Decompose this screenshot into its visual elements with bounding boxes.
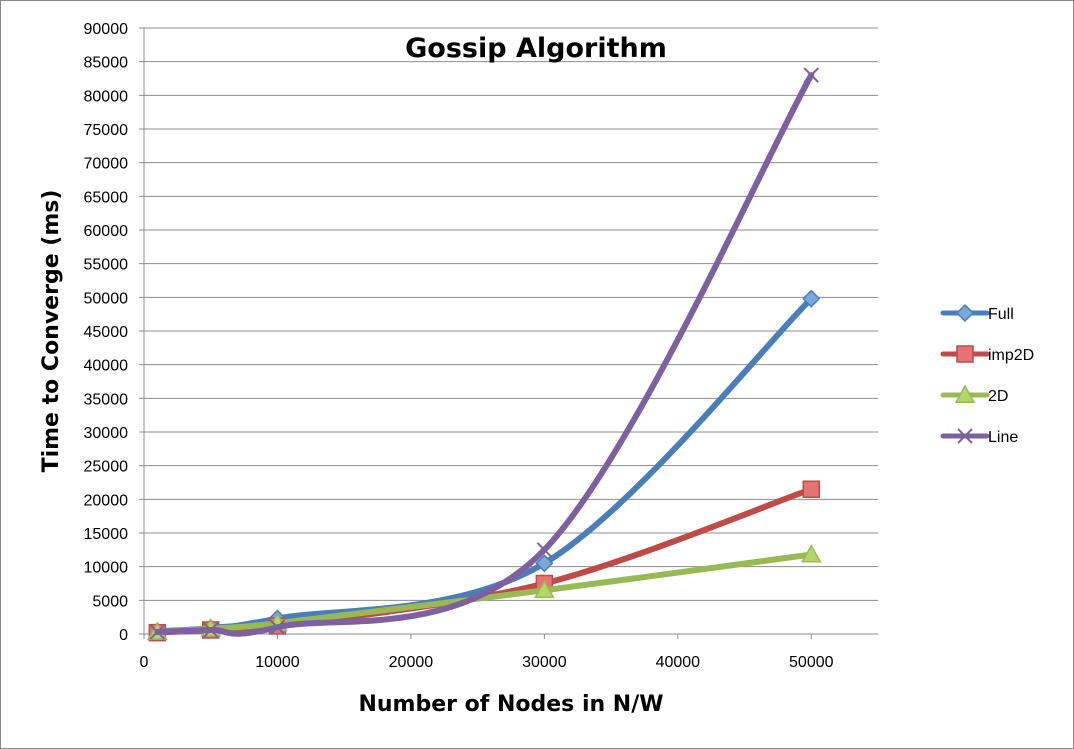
chart-title: Gossip Algorithm — [405, 33, 667, 64]
x-tick-label: 0 — [140, 654, 149, 671]
legend-marker — [954, 384, 976, 403]
legend-label: 2D — [988, 388, 1008, 405]
grid-lines — [144, 27, 878, 601]
y-tick-label: 40000 — [84, 358, 129, 375]
legend-item-full: Full — [940, 303, 1014, 323]
y-tick-label: 20000 — [84, 492, 129, 509]
series-line-imp2d — [154, 486, 815, 636]
y-tick-label: 15000 — [84, 526, 129, 543]
data-point-line — [203, 622, 219, 638]
x-axis-title: Number of Nodes in N/W — [358, 692, 663, 717]
y-tick-label: 65000 — [84, 189, 129, 206]
series-full — [148, 289, 821, 641]
series-imp2d — [148, 480, 821, 642]
y-tick-label: 10000 — [84, 560, 129, 577]
legend: Full imp2D 2D Line — [940, 303, 1034, 446]
y-tick-label: 55000 — [84, 257, 129, 274]
data-point-full — [802, 289, 821, 308]
y-tick-label: 90000 — [84, 21, 129, 38]
legend-label: imp2D — [988, 347, 1034, 364]
series-line-line — [154, 72, 815, 637]
data-point-imp2d — [802, 480, 821, 498]
y-axis-title: Time to Converge (ms) — [39, 190, 64, 473]
y-tick-label: 70000 — [84, 156, 129, 173]
x-tick-label: 40000 — [656, 654, 701, 671]
legend-item-imp2d: imp2D — [940, 345, 1034, 364]
legend-marker — [955, 303, 975, 323]
y-tick-label: 35000 — [84, 391, 129, 408]
data-point-line — [149, 624, 166, 640]
data-point-line — [803, 67, 819, 83]
x-tick-label: 10000 — [255, 654, 300, 671]
data-point-2d — [534, 579, 555, 599]
y-tick-label: 5000 — [92, 593, 128, 610]
y-tick-label: 30000 — [84, 425, 129, 442]
x-tick-label: 20000 — [389, 654, 434, 671]
data-point-line — [269, 619, 286, 635]
data-point-full — [535, 554, 554, 573]
series-line — [149, 67, 819, 640]
y-tick-label: 25000 — [84, 459, 129, 476]
axes: 0 5000 10000 15000 20000 25000 30000 35000 40000… — [84, 21, 878, 671]
y-tick-label: 50000 — [84, 290, 129, 307]
x-tick-label: 50000 — [789, 654, 834, 671]
y-tick-label: 80000 — [84, 88, 129, 105]
y-tick-label: 85000 — [84, 55, 129, 72]
y-tick-label: 75000 — [84, 122, 129, 139]
x-tick-label: 30000 — [522, 654, 567, 671]
legend-item-2d: 2D — [940, 384, 1008, 405]
data-point-2d — [800, 544, 822, 563]
data-point-line — [536, 542, 553, 558]
y-tick-label: 0 — [119, 627, 128, 644]
legend-marker — [957, 428, 973, 444]
legend-marker — [956, 345, 974, 363]
legend-label: Line — [988, 429, 1018, 446]
y-tick-label: 60000 — [84, 223, 129, 240]
series-layer — [147, 67, 822, 642]
series-line-full — [154, 295, 815, 635]
legend-label: Full — [988, 306, 1014, 323]
legend-item-line: Line — [940, 428, 1018, 446]
y-tick-label: 45000 — [84, 324, 129, 341]
